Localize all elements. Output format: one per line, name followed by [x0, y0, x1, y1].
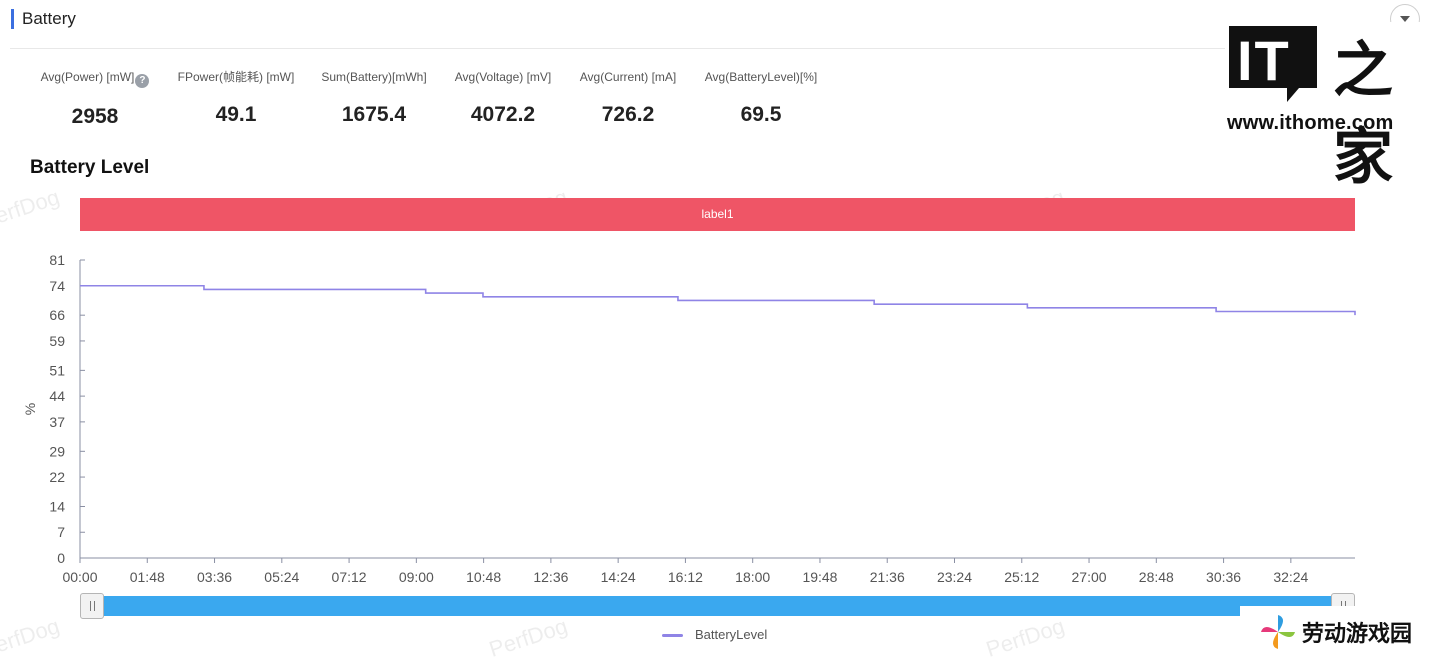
x-tick-label: 16:12: [668, 569, 703, 585]
stat-avg-voltage: Avg(Voltage) [mV] 4072.2: [446, 68, 560, 128]
y-tick-label: 0: [57, 550, 65, 566]
ithome-logo-tail: [1287, 88, 1299, 102]
stat-avg-battery-level: Avg(BatteryLevel)[%] 69.5: [696, 68, 826, 128]
y-tick-label: 59: [49, 333, 65, 349]
y-tick-label: 81: [49, 252, 65, 268]
y-tick-label: 66: [49, 307, 65, 323]
x-tick-label: 14:24: [601, 569, 636, 585]
x-tick-label: 27:00: [1072, 569, 1107, 585]
y-tick-label: 51: [49, 362, 65, 378]
y-tick-label: 14: [49, 498, 65, 514]
watermark: PerfDog: [0, 184, 63, 233]
stat-label: Sum(Battery)[mWh]: [321, 70, 427, 84]
x-tick-label: 32:24: [1273, 569, 1308, 585]
stat-value: 726.2: [601, 103, 655, 126]
stat-value: 1675.4: [341, 103, 407, 126]
stat-avg-current: Avg(Current) [mA] 726.2: [570, 68, 686, 128]
ithome-logo-glyph: 之家: [1333, 36, 1393, 193]
y-tick-label: 29: [49, 443, 65, 459]
x-tick-label: 03:36: [197, 569, 232, 585]
x-tick-label: 01:48: [130, 569, 165, 585]
x-tick-label: 09:00: [399, 569, 434, 585]
x-tick-label: 18:00: [735, 569, 770, 585]
pinwheel-icon: [1261, 615, 1295, 649]
stat-sum-battery: Sum(Battery)[mWh] 1675.4: [312, 68, 436, 128]
x-tick-label: 19:48: [802, 569, 837, 585]
x-tick-label: 21:36: [870, 569, 905, 585]
y-tick-label: 37: [49, 414, 65, 430]
stat-label: Avg(Current) [mA]: [579, 70, 677, 84]
y-axis-label: %: [22, 403, 38, 415]
y-tick-label: 7: [57, 524, 65, 540]
x-tick-label: 00:00: [62, 569, 97, 585]
x-tick-label: 25:12: [1004, 569, 1039, 585]
ldy-logo-text: 劳动游戏园: [1302, 621, 1413, 647]
stat-fpower: FPower(帧能耗) [mW] 49.1: [170, 68, 302, 128]
series-line-batterylevel: [80, 284, 1356, 316]
stat-value: 49.1: [215, 103, 257, 126]
x-tick-label: 23:24: [937, 569, 972, 585]
stat-value: 2958: [71, 105, 119, 128]
section-title: Battery: [22, 9, 76, 28]
stat-label: Avg(Voltage) [mV]: [454, 70, 552, 84]
section-header: Battery: [0, 0, 1440, 48]
watermark: PerfDog: [485, 613, 571, 662]
help-icon[interactable]: ?: [135, 74, 150, 88]
label-band[interactable]: label1: [80, 198, 1355, 231]
watermark: PerfDog: [0, 613, 63, 662]
header-divider: [10, 48, 1423, 49]
zoom-handle-left[interactable]: [80, 593, 104, 619]
stat-label: FPower(帧能耗) [mW]: [177, 70, 295, 84]
ithome-logo-box: IT: [1229, 26, 1317, 92]
x-tick-label: 07:12: [332, 569, 367, 585]
stat-label: Avg(Power) [mW]: [40, 70, 135, 84]
battery-level-chart: 0 7 14 22 29 37 44 51 59 66 74 81 00:00 01:48 03:36 05:…: [22, 252, 1356, 585]
stat-value: 69.5: [740, 103, 782, 126]
ithome-logo-text: IT: [1237, 29, 1291, 92]
stat-label: Avg(BatteryLevel)[%]: [704, 70, 818, 84]
section-accent-bar: [11, 9, 14, 29]
zoom-slider-track[interactable]: [80, 596, 1355, 616]
stat-value: 4072.2: [470, 103, 536, 126]
chevron-down-icon: [1400, 16, 1410, 22]
y-tick-label: 44: [49, 388, 65, 404]
x-tick-label: 10:48: [466, 569, 501, 585]
x-tick-label: 30:36: [1206, 569, 1241, 585]
x-tick-label: 12:36: [533, 569, 568, 585]
legend-label: BatteryLevel: [695, 627, 768, 642]
ithome-logo: IT 之家 www.ithome.com: [1225, 22, 1425, 193]
ithome-url: www.ithome.com: [1227, 112, 1394, 134]
watermark: PerfDog: [982, 613, 1068, 662]
x-tick-label: 28:48: [1139, 569, 1174, 585]
y-tick-label: 22: [49, 469, 65, 485]
stat-avg-power: Avg(Power) [mW]? 2958: [30, 68, 160, 130]
x-tick-label: 05:24: [264, 569, 299, 585]
ldy-logo: 劳动游戏园: [1240, 606, 1440, 656]
chart-title: Battery Level: [30, 157, 150, 178]
y-tick-label: 74: [49, 278, 65, 294]
legend-swatch: [662, 634, 683, 637]
